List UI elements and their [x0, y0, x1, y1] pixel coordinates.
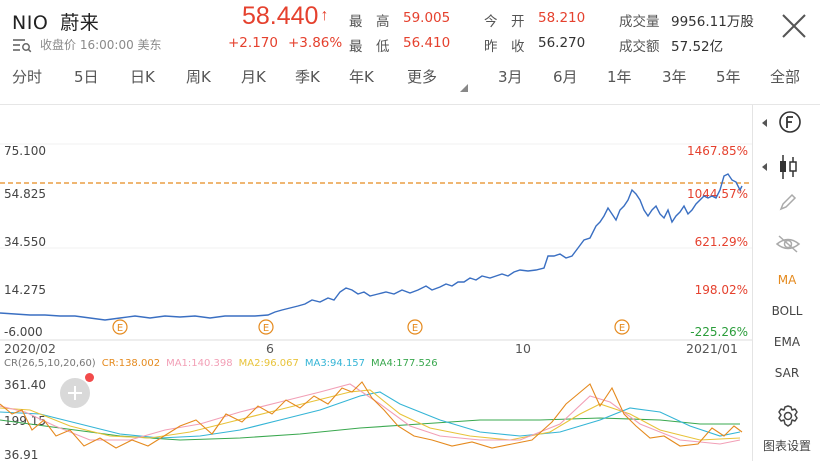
pencil-icon[interactable]: [777, 191, 799, 213]
ma1-value: MA1:140.398: [166, 358, 233, 369]
current-price: 58.440 ↑: [242, 2, 328, 31]
tab-yearly-k[interactable]: 年K: [349, 68, 374, 86]
ma2-line: [0, 389, 741, 441]
tab-6month[interactable]: 6月: [553, 68, 578, 86]
turnover-value: 57.52亿: [671, 39, 724, 55]
low-value: 56.410: [403, 35, 451, 51]
indicator-ema[interactable]: EMA: [773, 335, 801, 349]
chart-settings-label[interactable]: 图表设置: [762, 439, 811, 453]
market-status: 收盘价 16:00:00 美东: [40, 38, 162, 52]
close-icon[interactable]: [780, 12, 808, 40]
pct-axis-tick-label: 1467.85%: [686, 144, 748, 158]
dropdown-corner-icon: [460, 84, 468, 92]
tab-1year[interactable]: 1年: [607, 68, 632, 86]
indicator-name: CR(26,5,10,20,60): [4, 358, 96, 369]
low-label: 最 低: [349, 39, 390, 55]
list-search-icon[interactable]: [12, 37, 32, 53]
ticker-symbol: NIO: [12, 12, 49, 34]
pct-axis-tick-label: 198.02%: [694, 283, 748, 297]
prev-close-value: 56.270: [538, 35, 586, 51]
tab-all[interactable]: 全部: [770, 68, 801, 86]
period-tabs: 分时 5日 日K 周K 月K 季K 年K 更多 3月 6月 1年 3年 5年 全…: [0, 66, 820, 100]
change-value: +2.170: [228, 35, 278, 51]
tab-3month[interactable]: 3月: [498, 68, 523, 86]
stock-name: 蔚来: [60, 12, 100, 34]
open-label: 今 开: [484, 14, 525, 30]
eye-slash-icon[interactable]: [775, 233, 801, 255]
pct-axis-tick-label: -225.26%: [690, 325, 748, 339]
cr-line: [0, 381, 743, 449]
cr-indicator-chart[interactable]: [0, 372, 752, 461]
svg-text:E: E: [263, 323, 269, 334]
tab-5year[interactable]: 5年: [716, 68, 741, 86]
y-axis-tick-label: 14.275: [4, 283, 46, 297]
volume-label: 成交量: [619, 14, 660, 30]
high-label: 最 高: [349, 14, 390, 30]
y-axis-tick-label: 75.100: [4, 144, 46, 158]
high-value: 59.005: [403, 10, 451, 26]
indicator-axis-label: 36.91: [4, 448, 39, 462]
svg-text:E: E: [117, 323, 123, 334]
y-axis-tick-label: -6.000: [4, 325, 43, 339]
up-arrow-icon: ↑: [320, 7, 329, 24]
price-series-line: [0, 173, 743, 321]
indicator-boll[interactable]: BOLL: [771, 304, 803, 318]
prev-close-label: 昨 收: [484, 39, 525, 55]
indicator-ma[interactable]: MA: [777, 273, 797, 287]
volume-value: 9956.11万股: [671, 14, 754, 30]
tab-intraday[interactable]: 分时: [12, 68, 43, 86]
x-axis-tick-label: 10: [515, 341, 531, 356]
tab-more[interactable]: 更多: [407, 68, 438, 86]
pct-axis-tick-label: 621.29%: [694, 235, 748, 249]
f-circle-icon[interactable]: [777, 109, 803, 135]
indicator-legend: CR(26,5,10,20,60) CR:138.002 MA1:140.398 MA…: [4, 358, 444, 369]
tab-monthly-k[interactable]: 月K: [241, 68, 266, 86]
ma3-line: [0, 391, 741, 439]
x-axis-tick-label: 6: [266, 341, 274, 356]
status-row: 收盘价 16:00:00 美东: [12, 36, 162, 53]
indicator-sar[interactable]: SAR: [774, 366, 800, 380]
add-indicator-button[interactable]: [60, 378, 90, 408]
ma4-line: [0, 417, 740, 441]
tab-quarterly-k[interactable]: 季K: [295, 68, 320, 86]
svg-text:E: E: [412, 323, 418, 334]
tab-3year[interactable]: 3年: [662, 68, 687, 86]
change-percent: +3.86%: [288, 35, 343, 51]
indicator-axis-label: 361.40: [4, 378, 46, 392]
svg-text:E: E: [619, 323, 625, 334]
stock-title: NIO 蔚来: [12, 8, 99, 35]
tab-daily-k[interactable]: 日K: [130, 68, 155, 86]
x-axis-tick-label: 2021/01: [686, 341, 738, 356]
open-value: 58.210: [538, 10, 586, 26]
chart-tools-sidebar: MA BOLL EMA SAR 图表设置: [752, 105, 820, 461]
x-axis-tick-label: 2020/02: [4, 341, 56, 356]
earnings-marker-icon[interactable]: E: [614, 319, 630, 335]
ma3-value: MA3:94.157: [304, 358, 366, 369]
price-value: 58.440: [242, 2, 319, 30]
y-axis-tick-label: 54.825: [4, 187, 46, 201]
collapse-arrow-icon[interactable]: [761, 119, 769, 127]
candlestick-icon[interactable]: [777, 153, 799, 181]
tab-weekly-k[interactable]: 周K: [186, 68, 211, 86]
y-axis-tick-label: 34.550: [4, 235, 46, 249]
notification-dot: [85, 373, 94, 382]
earnings-marker-icon[interactable]: E: [407, 319, 423, 335]
ma4-value: MA4:177.526: [371, 358, 438, 369]
earnings-marker-icon[interactable]: E: [258, 319, 274, 335]
divider: [0, 104, 820, 105]
collapse-arrow-icon[interactable]: [761, 163, 769, 171]
ma1-line: [0, 383, 741, 445]
gear-icon[interactable]: [775, 403, 801, 429]
ma2-value: MA2:96.067: [238, 358, 299, 369]
tab-5day[interactable]: 5日: [74, 68, 99, 86]
earnings-marker-icon[interactable]: E: [112, 319, 128, 335]
turnover-label: 成交额: [619, 39, 660, 55]
cr-value: CR:138.002: [101, 358, 161, 369]
